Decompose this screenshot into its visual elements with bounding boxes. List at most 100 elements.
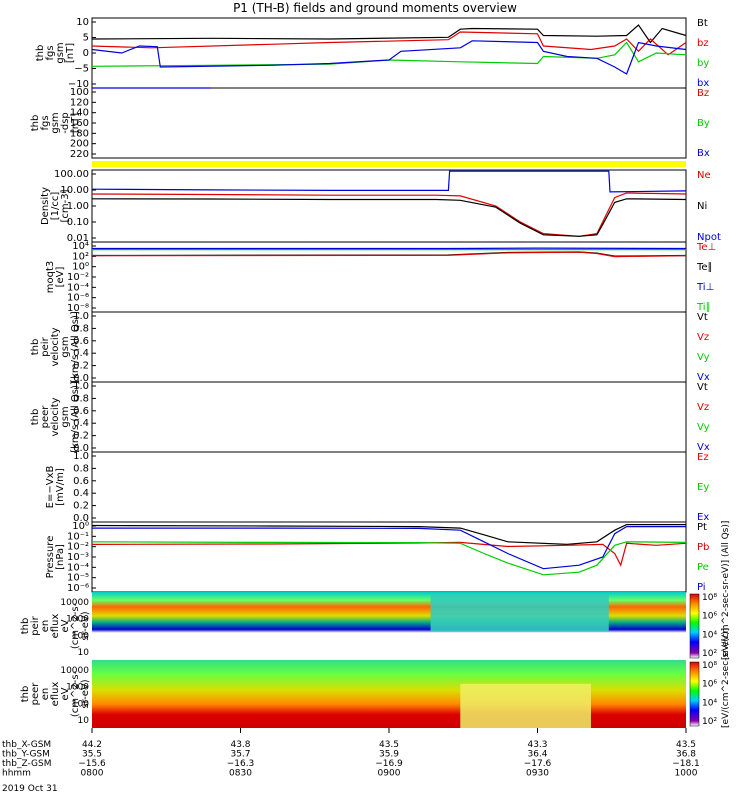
- y-axis-label: peir: [30, 615, 41, 635]
- chart-title: P1 (TH-B) fields and ground moments over…: [233, 1, 517, 15]
- x-tick-label: 43.3: [527, 740, 547, 750]
- y-axis-label: (cm^2-s-: [70, 670, 81, 717]
- y-tick-label: 10⁰: [72, 521, 89, 532]
- x-tick-label: 43.8: [230, 740, 250, 750]
- y-tick-label: 0.2: [73, 361, 89, 372]
- colorbar-label: [eV/(cm^2-sec-sr-eV)]: [721, 628, 731, 728]
- colorbar-tick: 10²: [702, 649, 717, 659]
- panel-3: 100.00 10.00 1.00 0.10 0.01 Density [1/cc] [cm-…: [40, 169, 721, 244]
- series-Ne: [91, 192, 687, 237]
- y-axis-label: [km/s (All Qs)]: [70, 311, 81, 383]
- y-tick-label: 100: [72, 699, 89, 709]
- legend-Te⊥: Te⊥: [696, 242, 716, 253]
- y-tick-label: 10⁻²: [67, 272, 89, 283]
- y-axis-label: gsm: [60, 406, 71, 427]
- series-by: [91, 41, 687, 67]
- x-tick-label: 36.8: [676, 750, 696, 760]
- y-tick-label: 0.4: [73, 488, 89, 499]
- y-axis-label: -dsp: [60, 112, 71, 134]
- x-tick-label: −18.1: [672, 759, 700, 769]
- legend-Pb: Pb: [697, 542, 709, 553]
- y-axis-label: Density: [40, 187, 51, 225]
- y-axis-label: fgs: [40, 115, 51, 130]
- y-axis-label: peer: [30, 682, 41, 706]
- y-axis-label: eV: [60, 687, 71, 700]
- y-tick-label: 10⁻³: [67, 552, 89, 563]
- y-tick-label: 10⁻⁴: [67, 282, 89, 293]
- y-axis-label: fgs: [45, 45, 56, 60]
- y-tick-label: 0.6: [73, 406, 89, 417]
- panel-frame: [91, 381, 687, 453]
- y-tick-label: 10⁰: [72, 262, 89, 273]
- x-tick-label: −16.9: [375, 759, 403, 769]
- legend-Bx: Bx: [697, 148, 710, 159]
- y-tick-label: 100.00: [54, 169, 89, 180]
- y-axis-label: thb: [20, 618, 31, 635]
- data-availability-bar: [92, 161, 686, 167]
- x-tick-label: 0830: [229, 769, 252, 779]
- y-tick-label: 1000: [66, 615, 89, 625]
- legend-Pi: Pi: [697, 582, 706, 593]
- y-tick-label: 10⁴: [72, 241, 89, 252]
- y-axis-label: [eV]: [55, 267, 66, 288]
- y-tick-label: 10²: [72, 251, 89, 262]
- y-axis-label: eflux: [50, 614, 61, 639]
- y-axis-label: en: [40, 688, 51, 701]
- panel-frame: [91, 169, 687, 243]
- y-tick-label: 10: [78, 648, 90, 658]
- y-tick-label: 10⁻⁶: [67, 583, 89, 594]
- legend-Ey: Ey: [697, 482, 709, 493]
- series-Bt: [91, 24, 687, 44]
- y-axis-label: (cm^2-s-: [70, 602, 81, 649]
- y-tick-label: 10⁻⁸: [67, 303, 89, 314]
- y-axis-label: [km/s (All Qs)]: [70, 381, 81, 453]
- x-tick-label: −17.6: [524, 759, 552, 769]
- y-axis-label: thb: [30, 115, 41, 132]
- y-axis-label: [mV/m]: [55, 468, 66, 506]
- y-axis-label: [cm-3]: [60, 189, 71, 222]
- y-axis-label: en: [40, 620, 51, 633]
- legend-Pt: Pt: [697, 522, 707, 533]
- date-label: 2019 Oct 31: [2, 784, 58, 794]
- y-axis-label: gsm: [50, 112, 61, 133]
- legend-Ez: Ez: [697, 452, 709, 463]
- legend-Pe: Pe: [697, 562, 709, 573]
- colorbar: [689, 593, 700, 659]
- y-axis-label: peer: [40, 405, 51, 429]
- x-axis-labels: thb_X-GSMthb_Y-GSMthb_Z-GSMhhmm44.235.5−…: [2, 728, 700, 779]
- y-axis-label: [1/cc]: [50, 192, 61, 221]
- y-tick-label: 0.8: [73, 393, 89, 404]
- y-axis-label: sr-eV): [80, 679, 91, 708]
- y-tick-label: 0.4: [73, 348, 89, 359]
- legend-Ti∥: Ti∥: [696, 302, 711, 313]
- legend-By: By: [697, 118, 710, 129]
- y-tick-label: 10.00: [60, 185, 89, 196]
- x-row-label: thb_Z-GSM: [2, 759, 51, 769]
- y-tick-label: 10000: [60, 666, 89, 676]
- panel-frame: [91, 451, 687, 523]
- y-tick-label: 0.0: [73, 443, 89, 454]
- x-tick-label: 0930: [526, 769, 549, 779]
- y-tick-label: 1000: [66, 683, 89, 693]
- panel-frame: [91, 521, 687, 593]
- x-tick-label: 35.9: [379, 750, 399, 760]
- colorbar-label: [eV/(cm^2-sec-sr-eV)] (All Qs)]: [721, 521, 731, 660]
- legend-Vz: Vz: [697, 402, 709, 413]
- legend-Vy: Vy: [697, 422, 710, 433]
- series-Te⊥: [91, 251, 687, 258]
- y-tick-label: 0.2: [73, 501, 89, 512]
- y-tick-label: 10⁻²: [67, 542, 89, 553]
- colorbar-tick: 10⁸: [702, 661, 717, 671]
- series-Pe: [91, 541, 687, 576]
- y-tick-label: 10000: [60, 598, 89, 608]
- y-tick-label: 10⁻¹: [67, 531, 89, 542]
- legend-Npot: Npot: [697, 232, 721, 243]
- legend-Vy: Vy: [697, 352, 710, 363]
- y-tick-label: 10: [76, 17, 89, 28]
- y-tick-label: 1.00: [67, 201, 89, 212]
- y-tick-label: 10⁻⁶: [67, 293, 89, 304]
- y-tick-label: 1.0: [73, 451, 89, 462]
